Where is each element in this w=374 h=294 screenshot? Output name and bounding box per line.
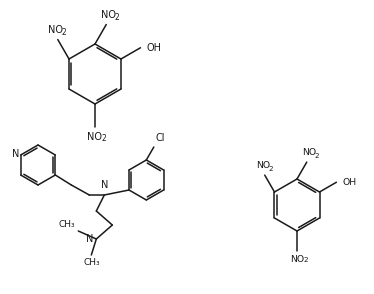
Text: NO: NO bbox=[48, 24, 63, 34]
Text: NO: NO bbox=[302, 148, 316, 157]
Text: 2: 2 bbox=[114, 13, 119, 21]
Text: 2: 2 bbox=[315, 153, 319, 159]
Text: NO: NO bbox=[256, 161, 270, 170]
Text: N: N bbox=[101, 180, 108, 190]
Text: NO: NO bbox=[88, 131, 102, 141]
Text: 2: 2 bbox=[269, 166, 273, 172]
Text: 2: 2 bbox=[303, 258, 308, 263]
Text: N: N bbox=[86, 234, 94, 244]
Text: OH: OH bbox=[343, 178, 356, 187]
Text: 2: 2 bbox=[101, 133, 106, 143]
Text: NO: NO bbox=[101, 9, 116, 19]
Text: CH₃: CH₃ bbox=[59, 220, 75, 229]
Text: 2: 2 bbox=[62, 28, 67, 36]
Text: OH: OH bbox=[147, 43, 162, 53]
Text: CH₃: CH₃ bbox=[83, 258, 99, 267]
Text: NO: NO bbox=[290, 255, 304, 265]
Text: N: N bbox=[12, 149, 20, 159]
Text: Cl: Cl bbox=[156, 133, 165, 143]
